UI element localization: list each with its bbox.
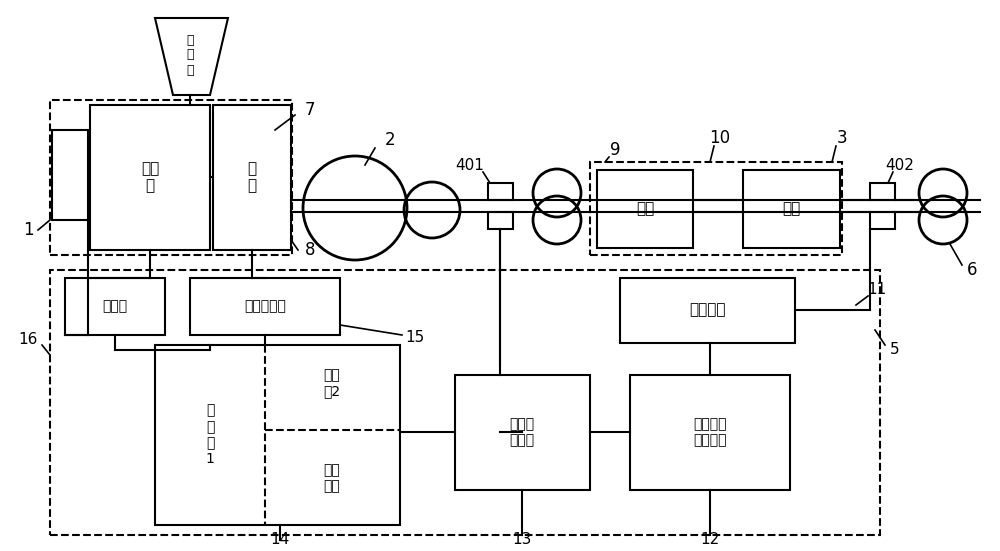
Text: 投
料
口: 投 料 口 bbox=[186, 34, 194, 77]
Text: 6: 6 bbox=[967, 261, 977, 279]
Text: 7: 7 bbox=[305, 101, 315, 119]
Text: 横拉: 横拉 bbox=[782, 202, 800, 217]
Text: 11: 11 bbox=[867, 283, 887, 298]
Bar bbox=[620, 278, 795, 343]
Text: 3: 3 bbox=[837, 129, 847, 147]
Text: 纵拉: 纵拉 bbox=[636, 202, 654, 217]
Bar bbox=[213, 105, 291, 250]
Bar bbox=[488, 183, 513, 200]
Text: 变频器: 变频器 bbox=[102, 299, 128, 313]
Text: 15: 15 bbox=[405, 331, 425, 345]
Bar bbox=[50, 270, 880, 535]
Text: 图像处
理模块: 图像处 理模块 bbox=[509, 417, 535, 447]
Text: 14: 14 bbox=[270, 532, 290, 548]
Bar bbox=[155, 345, 400, 525]
Bar bbox=[743, 170, 840, 248]
Bar bbox=[455, 375, 590, 490]
Bar bbox=[870, 183, 895, 200]
Bar bbox=[597, 170, 693, 248]
Bar bbox=[870, 212, 895, 229]
Text: 8: 8 bbox=[305, 241, 315, 259]
Bar bbox=[52, 130, 88, 220]
Bar bbox=[590, 162, 842, 255]
Text: 模头调节器: 模头调节器 bbox=[244, 299, 286, 313]
Bar bbox=[630, 375, 790, 490]
Bar bbox=[50, 100, 292, 255]
Text: 401: 401 bbox=[456, 158, 484, 172]
Text: 9: 9 bbox=[610, 141, 620, 159]
Text: 1: 1 bbox=[23, 221, 33, 239]
Bar bbox=[90, 105, 210, 250]
Text: 控制
器2: 控制 器2 bbox=[323, 368, 341, 398]
Text: 402: 402 bbox=[886, 158, 914, 172]
Text: 5: 5 bbox=[890, 343, 900, 358]
Text: 2: 2 bbox=[385, 131, 395, 149]
Text: 挤出
机: 挤出 机 bbox=[141, 161, 159, 193]
Bar bbox=[190, 278, 340, 335]
Text: 控制
模块: 控制 模块 bbox=[324, 463, 340, 493]
Bar bbox=[65, 278, 165, 335]
Text: 10: 10 bbox=[709, 129, 731, 147]
Text: 控
制
器
1: 控 制 器 1 bbox=[206, 404, 214, 466]
Text: 模
头: 模 头 bbox=[247, 161, 257, 193]
Text: 13: 13 bbox=[512, 532, 532, 548]
Bar bbox=[488, 212, 513, 229]
Text: 12: 12 bbox=[700, 532, 720, 548]
Text: 膜厚图像
拾取模块: 膜厚图像 拾取模块 bbox=[693, 417, 727, 447]
Text: 数显设备: 数显设备 bbox=[689, 302, 725, 317]
Text: 16: 16 bbox=[18, 332, 38, 348]
